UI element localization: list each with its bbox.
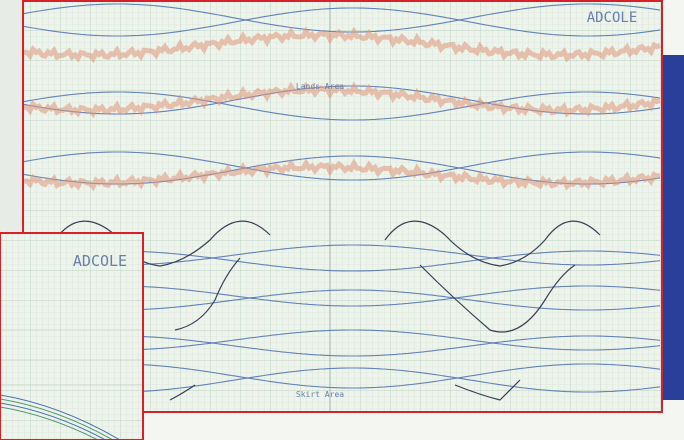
brand: ADCOLE xyxy=(587,10,638,26)
page: {"main_plot": {"brand": "ADCOLE", "upper… xyxy=(0,0,684,440)
lower-label: Skirt Area xyxy=(296,390,344,399)
inset-brand: ADCOLE xyxy=(73,252,127,270)
screenshot: ADCOLE Lands Area Skirt Area ADCOLE xyxy=(0,0,684,440)
upper-label: Lands Area xyxy=(296,82,344,91)
inset-plot: ADCOLE xyxy=(0,233,143,440)
